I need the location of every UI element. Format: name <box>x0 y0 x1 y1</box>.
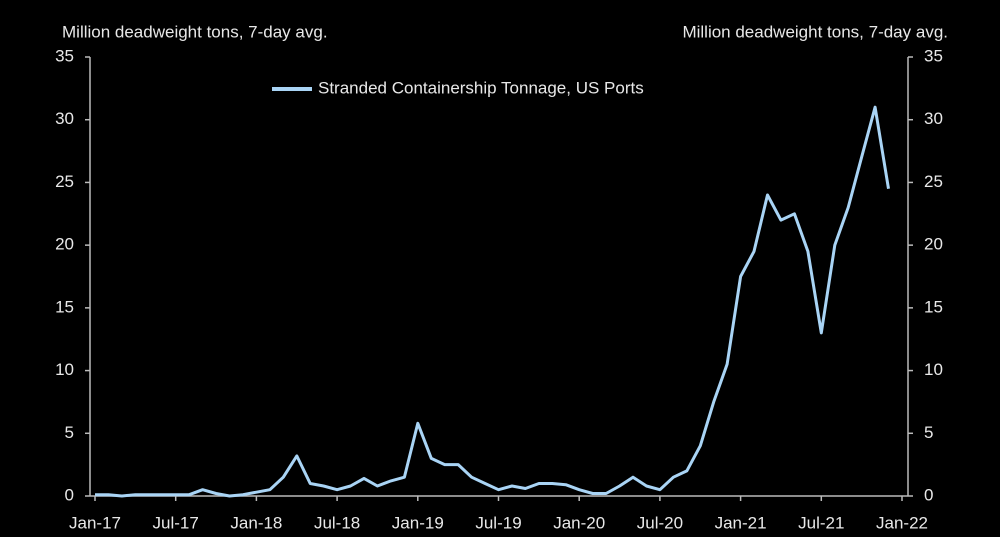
y2-tick-label: 20 <box>924 235 943 254</box>
y2-tick-label: 15 <box>924 297 943 316</box>
y-tick-label: 15 <box>55 297 74 316</box>
x-tick-label: Jan-21 <box>715 513 767 532</box>
y-tick-label: 25 <box>55 172 74 191</box>
x-tick-label: Jul-20 <box>637 513 683 532</box>
data-line <box>95 105 890 498</box>
y2-tick-label: 0 <box>924 485 933 504</box>
y2-tick-label: 35 <box>924 46 943 65</box>
y-tick-label: 10 <box>55 360 74 379</box>
x-tick-label: Jan-19 <box>392 513 444 532</box>
y-tick-label: 30 <box>55 109 74 128</box>
y2-tick-label: 25 <box>924 172 943 191</box>
y2-tick-label: 10 <box>924 360 943 379</box>
x-tick-label: Jul-17 <box>153 513 199 532</box>
y-tick-label: 0 <box>65 485 74 504</box>
y-tick-label: 5 <box>65 423 74 442</box>
x-tick-label: Jan-20 <box>553 513 605 532</box>
x-tick-label: Jul-18 <box>314 513 360 532</box>
y2-axis-label: Million deadweight tons, 7-day avg. <box>682 22 948 41</box>
y-tick-label: 35 <box>55 46 74 65</box>
y2-tick-label: 5 <box>924 423 933 442</box>
y2-tick-label: 30 <box>924 109 943 128</box>
legend-label: Stranded Containership Tonnage, US Ports <box>318 78 644 97</box>
x-tick-label: Jul-21 <box>798 513 844 532</box>
y-axis-label: Million deadweight tons, 7-day avg. <box>62 22 328 41</box>
x-tick-label: Jan-18 <box>230 513 282 532</box>
x-tick-label: Jan-17 <box>69 513 121 532</box>
x-tick-label: Jul-19 <box>475 513 521 532</box>
y-tick-label: 20 <box>55 235 74 254</box>
x-tick-label: Jan-22 <box>876 513 928 532</box>
